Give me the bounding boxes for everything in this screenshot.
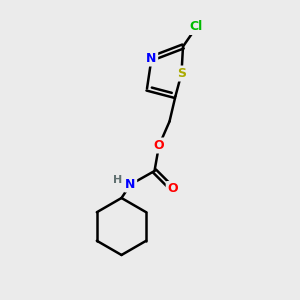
Text: Cl: Cl — [190, 20, 203, 34]
Text: N: N — [146, 52, 157, 65]
Text: O: O — [167, 182, 178, 196]
Text: S: S — [177, 67, 186, 80]
Text: O: O — [154, 139, 164, 152]
Text: N: N — [125, 178, 136, 191]
Text: H: H — [113, 175, 122, 185]
